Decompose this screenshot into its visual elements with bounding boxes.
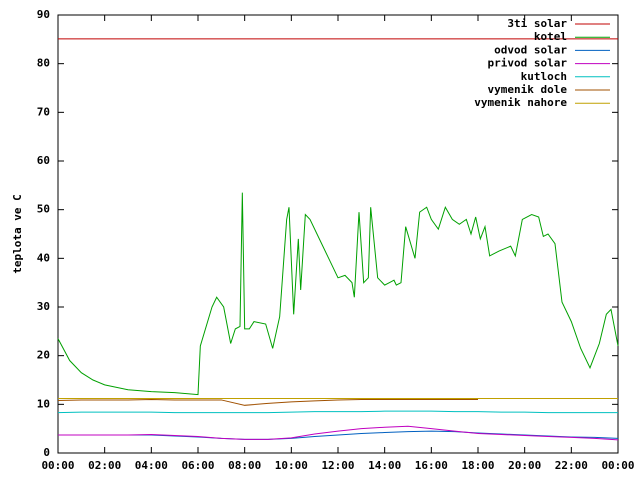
- y-tick-label: 40: [37, 251, 50, 264]
- y-tick-label: 70: [37, 105, 50, 118]
- y-tick-label: 80: [37, 57, 50, 70]
- y-tick-label: 20: [37, 349, 50, 362]
- x-tick-label: 08:00: [228, 459, 261, 472]
- legend-label: odvod solar: [494, 43, 567, 56]
- x-tick-label: 10:00: [275, 459, 308, 472]
- legend-label: 3ti solar: [507, 17, 567, 30]
- y-tick-label: 60: [37, 154, 50, 167]
- legend-label: kotel: [534, 30, 567, 43]
- x-tick-label: 00:00: [601, 459, 634, 472]
- x-tick-label: 14:00: [368, 459, 401, 472]
- series-line: [57, 398, 478, 406]
- y-axis-label: teplota ve C: [11, 194, 24, 273]
- series-line: [58, 425, 619, 441]
- legend-label: vymenik nahore: [474, 96, 567, 109]
- legend-label: privod solar: [488, 57, 568, 70]
- x-tick-label: 04:00: [135, 459, 168, 472]
- series-line: [57, 410, 618, 414]
- x-tick-label: 02:00: [88, 459, 121, 472]
- y-tick-label: 0: [43, 446, 50, 459]
- x-tick-label: 00:00: [41, 459, 74, 472]
- series-line: [58, 430, 619, 440]
- x-tick-label: 06:00: [181, 459, 214, 472]
- y-tick-label: 50: [37, 203, 50, 216]
- x-tick-label: 18:00: [461, 459, 494, 472]
- legend-label: kutloch: [521, 70, 567, 83]
- legend-label: vymenik dole: [488, 83, 568, 96]
- x-tick-label: 20:00: [508, 459, 541, 472]
- y-tick-label: 90: [37, 8, 50, 21]
- x-tick-label: 16:00: [415, 459, 448, 472]
- x-tick-label: 22:00: [555, 459, 588, 472]
- y-tick-label: 10: [37, 397, 50, 410]
- y-tick-label: 30: [37, 300, 50, 313]
- series-line: [57, 192, 619, 396]
- x-tick-label: 12:00: [321, 459, 354, 472]
